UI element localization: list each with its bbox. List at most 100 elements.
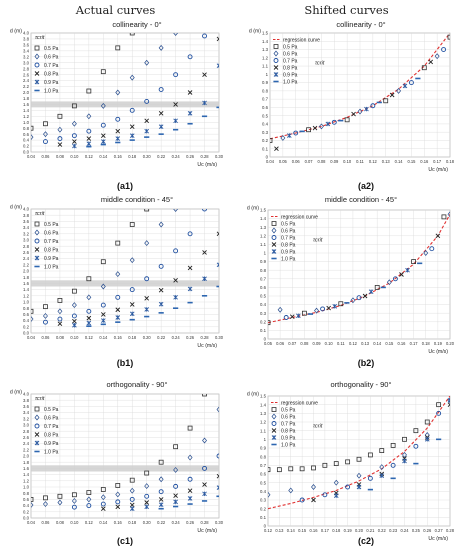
data-point <box>158 124 164 130</box>
y-tick-label: 0.2 <box>23 144 30 149</box>
x-tick-label: 0.08 <box>300 341 309 346</box>
data-point <box>129 502 135 508</box>
y-tick-label: 1.4 <box>23 287 30 292</box>
x-tick-label: 0.28 <box>201 335 210 340</box>
legend-item: 0.5 Pa <box>281 221 296 227</box>
data-point <box>144 504 150 510</box>
data-point <box>421 65 427 71</box>
x-tick-label: 0.09 <box>330 159 339 164</box>
data-point <box>216 63 219 69</box>
legend-swatch <box>271 227 277 234</box>
y-tick-label: 3.2 <box>23 416 30 421</box>
data-point <box>399 272 404 277</box>
data-point <box>173 467 179 473</box>
data-point <box>429 246 435 252</box>
x-tick-label: 0.22 <box>378 528 387 533</box>
data-point <box>289 314 295 319</box>
series-1 <box>31 33 179 141</box>
y-tick-label: 1.4 <box>262 39 269 44</box>
x-tick-label: 0.06 <box>292 159 301 164</box>
series-3 <box>274 59 434 152</box>
x-tick-label: 0.15 <box>298 528 307 533</box>
y-tick-label: 3.6 <box>23 219 30 224</box>
y-tick-label: 0.2 <box>260 319 267 324</box>
plot-area <box>31 394 219 512</box>
series-1 <box>31 209 179 322</box>
legend-swatch <box>34 238 40 244</box>
data-point <box>306 127 311 133</box>
x-tick-label: 0.28 <box>201 520 210 525</box>
y-tick-label: 1.3 <box>262 47 269 52</box>
data-point <box>274 146 279 152</box>
chart-title: collinearity - 0° <box>336 20 385 29</box>
x-tick-label: 0.20 <box>143 335 152 340</box>
series-4 <box>129 485 219 512</box>
legend-title: τcrit <box>313 238 323 244</box>
data-point <box>115 491 121 498</box>
x-tick-label: 0.20 <box>143 154 152 159</box>
data-point <box>57 126 63 133</box>
data-point <box>129 33 135 36</box>
data-point <box>144 209 150 212</box>
data-point <box>202 209 207 212</box>
series-1 <box>277 211 450 314</box>
chart-panel-c1: orthogonality - 90° 0.0 0.20.40.60.81.0 1.2… <box>10 380 224 546</box>
x-tick-label: 0.19 <box>344 528 353 533</box>
data-point <box>333 493 339 498</box>
y-tick-label: 3.6 <box>23 404 30 409</box>
y-tick-label: 3.0 <box>23 60 30 65</box>
data-point <box>345 459 351 465</box>
data-point <box>344 117 350 123</box>
data-point <box>187 425 193 431</box>
x-tick-label: 0.14 <box>373 341 382 346</box>
y-tick-label: 2.6 <box>23 435 30 440</box>
data-point <box>158 287 164 293</box>
series-2 <box>43 209 207 325</box>
data-point <box>144 307 150 312</box>
data-point <box>187 111 193 116</box>
data-point <box>158 497 164 502</box>
left-column-title: Actual curves <box>75 3 156 17</box>
legend-item: 0.8 Pa <box>281 428 296 434</box>
data-point <box>100 487 106 492</box>
data-point <box>402 451 407 458</box>
data-point <box>396 87 402 94</box>
data-point <box>428 59 434 65</box>
legend-item: regression curve <box>283 37 320 43</box>
x-tick-label: 0.17 <box>321 528 330 533</box>
data-point <box>187 488 193 494</box>
y-tick-label: 0.1 <box>262 146 269 151</box>
data-point <box>357 108 363 115</box>
data-point <box>129 222 135 227</box>
data-point <box>389 92 395 98</box>
data-point <box>447 398 450 403</box>
y-tick-label: 1.4 <box>23 472 30 477</box>
series-3 <box>57 36 219 147</box>
legend-item: 0.5 Pa <box>44 407 59 413</box>
data-point <box>441 47 447 52</box>
legend-item: 1.0 Pa <box>281 256 296 262</box>
y-tick-label: 0.5 <box>260 294 267 299</box>
series-0 <box>268 214 447 326</box>
data-point <box>270 138 273 143</box>
data-point <box>286 133 292 138</box>
x-tick-label: 0.05 <box>264 341 273 346</box>
x-axis-label: Uc (m/s) <box>428 536 448 542</box>
data-point <box>158 502 164 507</box>
data-point <box>173 72 179 78</box>
legend-swatch <box>271 235 277 240</box>
legend-swatch <box>271 428 277 433</box>
y-tick-label: 2.2 <box>23 84 30 89</box>
legend-item: 0.8 Pa <box>44 432 59 438</box>
data-point <box>158 459 164 465</box>
data-point <box>187 265 193 271</box>
data-point <box>326 305 331 311</box>
legend-title: τcrit <box>35 396 45 402</box>
data-point <box>144 98 150 104</box>
y-tick-label: 0.4 <box>262 122 269 127</box>
x-tick-label: 0.16 <box>310 528 319 533</box>
legend-item: 0.7 Pa <box>283 58 298 64</box>
series-0 <box>31 394 207 502</box>
data-point <box>100 283 106 290</box>
